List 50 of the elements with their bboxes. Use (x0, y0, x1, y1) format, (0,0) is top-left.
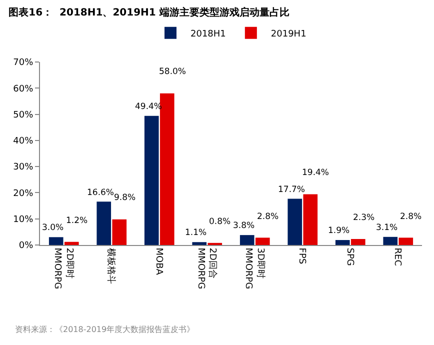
data-label: 58.0% (159, 67, 186, 77)
bar (160, 93, 174, 245)
data-label: 2.3% (353, 213, 375, 223)
bar (96, 202, 112, 245)
x-tick-label: 横板格斗 (106, 248, 117, 284)
bar (350, 238, 366, 245)
data-label: 1.1% (185, 228, 207, 238)
data-label: 3.1% (376, 223, 398, 233)
data-label: 3.8% (233, 221, 255, 231)
x-tick-label: 2D即时 MMORPG (52, 248, 75, 290)
data-label: 0.8% (209, 217, 231, 227)
data-label: 2.8% (257, 212, 279, 222)
bar (398, 238, 414, 245)
chart-title: 图表16： 2018H1、2019H1 端游主要类型游戏启动量占比 (8, 6, 290, 19)
text: 资料来源：《2018-2019年度大数据报告蓝皮书》 (15, 325, 195, 334)
y-tick-label: 0% (18, 241, 34, 252)
data-label: 1.2% (66, 216, 88, 226)
data-label: 2.8% (400, 212, 422, 222)
data-label: 9.8% (114, 193, 136, 203)
bar (335, 240, 350, 245)
y-tick-label: 30% (13, 162, 34, 173)
legend-label: 2018H1 (190, 29, 226, 40)
data-label: 16.6% (87, 188, 114, 198)
x-tick-label: REC (392, 248, 402, 266)
bar (255, 238, 270, 245)
y-tick-label: 50% (13, 110, 34, 120)
bar (64, 242, 79, 245)
bar (288, 198, 302, 245)
bar (383, 236, 398, 245)
bar (303, 194, 318, 245)
bar (240, 235, 254, 245)
x-tick-label: 2D回合 MMORPG (195, 248, 218, 290)
x-tick-label: SPG (344, 248, 354, 266)
x-tick-label: MOBA (153, 248, 164, 276)
bar (112, 219, 127, 245)
x-tick-label: FPS (296, 248, 307, 264)
y-tick-label: 70% (13, 58, 34, 68)
y-tick-label: 60% (13, 84, 34, 94)
y-tick-label: 40% (13, 136, 34, 147)
data-label: 1.9% (328, 226, 350, 236)
bar (144, 116, 159, 245)
x-tick-label: 3D即时 MMORPG (243, 248, 266, 290)
data-label: 3.0% (42, 223, 64, 233)
legend-label: 2019H1 (270, 29, 306, 40)
y-tick-label: 10% (13, 215, 34, 226)
bar (48, 237, 64, 245)
bar (192, 242, 207, 245)
data-label: 17.7% (278, 185, 306, 195)
data-label: 19.4% (302, 168, 330, 178)
y-tick-label: 20% (13, 188, 34, 199)
